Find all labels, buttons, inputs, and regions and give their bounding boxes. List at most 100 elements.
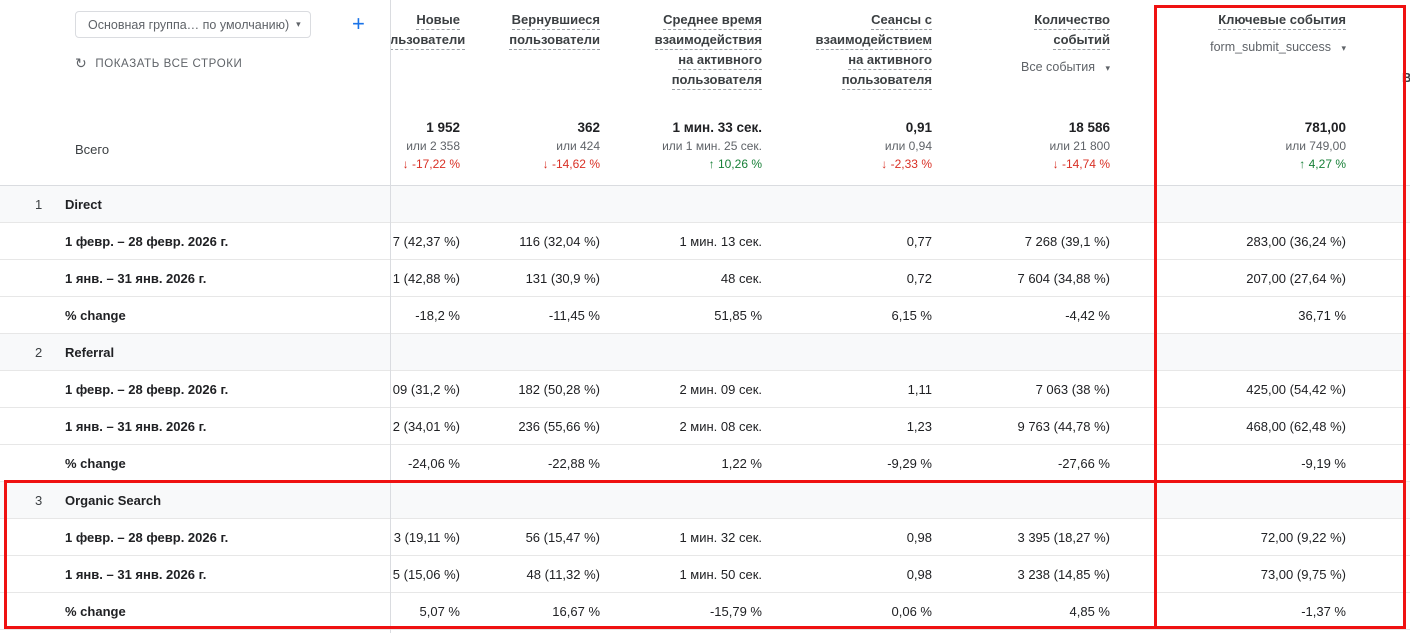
row-number: 3: [35, 492, 43, 508]
column-header-line: пользователя: [841, 72, 932, 90]
table-row-period: 1 февр. – 28 февр. 2026 г. 7 (42,37 %) 1…: [0, 223, 1410, 260]
total-cell: 1 952 или 2 358 ↓ -17,22 %: [390, 112, 470, 185]
channel-name: Direct: [65, 196, 102, 212]
cell: 1 мин. 13 сек.: [679, 233, 762, 249]
column-header-event-count[interactable]: Количество событий Все события ▾: [942, 0, 1120, 112]
total-compare: или 0,94: [884, 139, 932, 153]
period-label-cell: 1 февр. – 28 февр. 2026 г.: [0, 382, 390, 397]
cell: 9 763 (44,78 %): [1017, 418, 1110, 434]
channel-label-cell: 1 Direct: [0, 197, 390, 212]
cell: 7 (42,37 %): [392, 233, 460, 249]
cell: -27,66 %: [1057, 455, 1110, 471]
cell: 283,00 (36,24 %): [1246, 233, 1346, 249]
total-delta: ↓ -14,62 %: [542, 157, 600, 171]
cell: 7 268 (39,1 %): [1024, 233, 1110, 249]
cell: 182 (50,28 %): [518, 381, 600, 397]
expand-rows-icon: ↻: [75, 55, 88, 71]
total-delta: ↓ -17,22 %: [402, 157, 460, 171]
column-header-returning-users[interactable]: Вернувшиеся пользователи: [470, 0, 610, 112]
cell: -15,79 %: [709, 603, 762, 619]
channel-name: Organic Search: [65, 492, 162, 508]
key-event-filter-label: form_submit_success: [1210, 39, 1331, 54]
column-header-avg-engagement-time[interactable]: Среднее время взаимодействия на активног…: [610, 0, 772, 112]
change-label: % change: [65, 307, 126, 323]
total-compare: или 2 358: [406, 139, 460, 153]
cell: 2 мин. 09 сек.: [679, 381, 762, 397]
column-header-line: взаимодействием: [815, 32, 932, 50]
table-row-period: 1 февр. – 28 февр. 2026 г. 09 (31,2 %) 1…: [0, 371, 1410, 408]
column-header-line: событий: [1053, 32, 1110, 50]
period-label: 1 янв. – 31 янв. 2026 г.: [65, 418, 207, 434]
cell: 1 мин. 32 сек.: [679, 529, 762, 545]
cell: 7 604 (34,88 %): [1017, 270, 1110, 286]
total-cell: 781,00 или 749,00 ↑ 4,27 %: [1120, 112, 1356, 185]
cell: 207,00 (27,64 %): [1246, 270, 1346, 286]
period-label-cell: 1 янв. – 31 янв. 2026 г.: [0, 567, 390, 582]
column-header-line: взаимодействия: [654, 32, 762, 50]
total-compare: или 749,00: [1285, 139, 1346, 153]
cell: 5,07 %: [419, 603, 460, 619]
cell: 09 (31,2 %): [392, 381, 460, 397]
cell: 5 (15,06 %): [392, 566, 460, 582]
column-header-new-users[interactable]: Новые льзователи: [390, 0, 470, 112]
period-label-cell: 1 февр. – 28 февр. 2026 г.: [0, 234, 390, 249]
cell: 16,67 %: [552, 603, 600, 619]
add-dimension-button[interactable]: +: [352, 11, 365, 36]
column-header-key-events[interactable]: Ключевые события form_submit_success ▾: [1120, 0, 1356, 112]
cell: 3 (19,11 %): [393, 529, 460, 545]
cell: 468,00 (62,48 %): [1246, 418, 1346, 434]
cell: 4,85 %: [1069, 603, 1110, 619]
total-compare: или 1 мин. 25 сек.: [662, 139, 762, 153]
cell: 131 (30,9 %): [525, 270, 600, 286]
change-label-cell: % change: [0, 308, 390, 323]
panel-divider: [390, 0, 391, 633]
cell: 2 мин. 08 сек.: [679, 418, 762, 434]
key-event-filter-dropdown[interactable]: form_submit_success ▾: [1120, 40, 1346, 54]
table-row-change: % change -18,2 % -11,45 % 51,85 % 6,15 %…: [0, 297, 1410, 334]
dimension-dropdown[interactable]: Основная группа… по умолчанию) ▾: [75, 11, 311, 38]
cell: 0,77: [906, 233, 932, 249]
total-cell: 18 586 или 21 800 ↓ -14,74 %: [942, 112, 1120, 185]
table-row-channel: 2 Referral: [0, 334, 1410, 371]
table-row-change: % change -24,06 % -22,88 % 1,22 % -9,29 …: [0, 445, 1410, 482]
total-value: 18 586: [1068, 120, 1110, 135]
column-header-line: пользователи: [509, 32, 600, 50]
table-row-period: 1 февр. – 28 февр. 2026 г. 3 (19,11 %) 5…: [0, 519, 1410, 556]
period-label: 1 февр. – 28 февр. 2026 г.: [65, 529, 229, 545]
column-header-line: Вернувшиеся: [511, 12, 600, 30]
table-row-period: 1 янв. – 31 янв. 2026 г. 5 (15,06 %) 48 …: [0, 556, 1410, 593]
column-header-line: льзователи: [390, 32, 466, 50]
cell: -4,42 %: [1065, 307, 1110, 323]
dimension-dropdown-label: Основная группа… по умолчанию): [88, 17, 290, 32]
total-cell: 1 мин. 33 сек. или 1 мин. 25 сек. ↑ 10,2…: [610, 112, 772, 185]
cell: -18,2 %: [415, 307, 460, 323]
total-delta: ↓ -2,33 %: [881, 157, 932, 171]
column-header-line: пользователя: [671, 72, 762, 90]
cell: 425,00 (54,42 %): [1246, 381, 1346, 397]
cell: 3 395 (18,27 %): [1017, 529, 1110, 545]
event-filter-dropdown[interactable]: Все события ▾: [942, 60, 1110, 74]
total-cell: 0,91 или 0,94 ↓ -2,33 %: [772, 112, 942, 185]
period-label: 1 янв. – 31 янв. 2026 г.: [65, 566, 207, 582]
cell: 3 238 (14,85 %): [1017, 566, 1110, 582]
chevron-down-icon: ▾: [1341, 42, 1346, 53]
event-filter-label: Все события: [1021, 59, 1095, 74]
cell: 7 063 (38 %): [1035, 381, 1110, 397]
total-compare: или 21 800: [1049, 139, 1110, 153]
row-number: 2: [35, 344, 43, 360]
table-controls: Основная группа… по умолчанию) ▾ + ↻ ПОК…: [0, 0, 390, 112]
cell: 6,15 %: [891, 307, 932, 323]
row-number: 1: [35, 196, 43, 212]
change-label-cell: % change: [0, 604, 390, 619]
cell: 0,98: [906, 529, 932, 545]
period-label-cell: 1 февр. – 28 февр. 2026 г.: [0, 530, 390, 545]
chevron-down-icon: ▾: [296, 19, 301, 29]
show-all-rows-button[interactable]: ↻ ПОКАЗАТЬ ВСЕ СТРОКИ: [75, 55, 242, 72]
total-value: 1 мин. 33 сек.: [672, 120, 763, 135]
column-header-engaged-sessions[interactable]: Сеансы с взаимодействием на активного по…: [772, 0, 942, 112]
cell: -11,45 %: [548, 307, 600, 323]
table-row-channel: 3 Organic Search: [0, 482, 1410, 519]
cell: -1,37 %: [1301, 603, 1346, 619]
column-header-line: на активного: [678, 52, 762, 70]
